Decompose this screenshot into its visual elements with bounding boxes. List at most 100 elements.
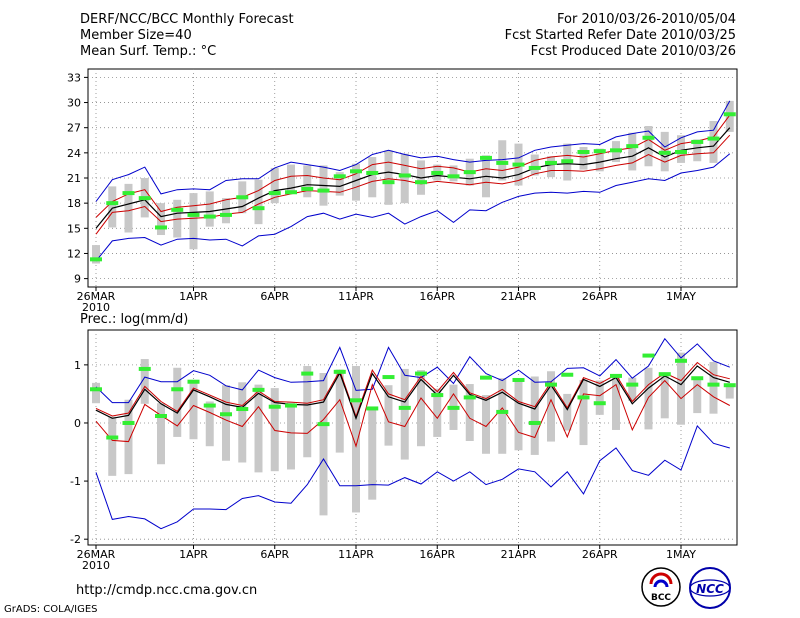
prec-observed-marker <box>285 403 297 408</box>
temp-xtick-label: 1APR <box>179 290 208 303</box>
ncc-logo-orbit <box>689 579 731 597</box>
temp-observed-marker <box>90 257 102 262</box>
prec-observed-marker <box>317 422 330 427</box>
temp-spread-bar <box>498 140 507 181</box>
prec-plot-frame <box>87 329 738 546</box>
temp-spread-bar <box>205 191 214 227</box>
temp-spread-bar <box>725 100 734 132</box>
prec-min-line <box>95 424 730 530</box>
temp-spread-bar <box>384 150 393 205</box>
temp-observed-marker <box>138 196 151 201</box>
temp-spread-bar <box>335 172 344 196</box>
temp-observed-marker <box>480 155 492 160</box>
temp-ytick-label: 27 <box>67 122 81 135</box>
temp-spread-bar <box>644 126 653 167</box>
temp-xtick-label: 6APR <box>260 290 289 303</box>
temp-observed-marker <box>171 207 184 212</box>
header-left: DERF/NCC/BCC Monthly Forecast Member Siz… <box>80 12 294 60</box>
temp-observed-marker <box>415 180 427 185</box>
prec-spread-bar <box>108 416 117 476</box>
temp-spread-bar <box>709 120 718 163</box>
prec-spread-bar <box>352 366 360 513</box>
temp-observed-marker <box>122 191 135 196</box>
prec-spread-bar <box>693 376 702 414</box>
temp-min-line <box>95 153 731 262</box>
temp-observed-marker <box>463 170 476 175</box>
prec-spread-bar <box>709 361 718 414</box>
prec-ytick-label: 0 <box>74 417 81 430</box>
prec-mean-line <box>95 365 730 421</box>
prec-observed-marker <box>187 379 200 384</box>
temp-ytick-label: 12 <box>67 247 81 260</box>
prec-spread-bar <box>677 352 685 425</box>
prec-spread-bar <box>530 376 539 455</box>
temp-observed-marker <box>707 136 720 141</box>
prec-ytick-label: 1 <box>74 359 81 372</box>
prec-observed-marker <box>707 382 720 387</box>
prec-lower-line <box>95 379 731 448</box>
prec-spread-bar <box>368 407 377 500</box>
temp-observed-marker <box>317 188 330 193</box>
temp-observed-marker <box>106 201 119 206</box>
prec-ytick-label: -1 <box>70 475 81 488</box>
prec-observed-marker <box>691 376 704 381</box>
prec-observed-marker <box>398 405 411 410</box>
prec-observed-marker <box>90 387 102 392</box>
prec-spread-bar <box>547 371 555 442</box>
prec-observed-marker <box>626 382 639 387</box>
prec-spread-bar <box>498 378 507 454</box>
prec-spread-bar <box>579 379 588 446</box>
bcc-logo-inner-arc <box>653 579 669 588</box>
temp-spread-bar <box>530 154 539 176</box>
temp-spread-bar <box>157 203 165 236</box>
temp-spread-bar <box>693 139 702 162</box>
prec-xtick-label: 26APR <box>582 548 618 561</box>
temp-xtick-label: 16APR <box>419 290 455 303</box>
temp-spread-bar <box>189 193 198 250</box>
temp-observed-marker <box>642 135 655 140</box>
prec-observed-marker <box>577 395 590 400</box>
temp-observed-marker <box>220 212 232 217</box>
temp-spread-bar <box>368 157 377 198</box>
prec-observed-marker <box>106 435 119 440</box>
prec-spread-bar <box>287 402 295 470</box>
prec-xtick-label: 11APR <box>338 548 374 561</box>
prec-max-line <box>95 337 730 404</box>
prec-ytick-label: -2 <box>70 533 81 546</box>
temp-ytick-label: 33 <box>67 71 81 84</box>
prec-observed-marker <box>675 358 687 363</box>
temp-xtick-label: 11APR <box>338 290 374 303</box>
temp-observed-marker <box>723 112 736 117</box>
bcc-logo: BCC <box>641 567 681 607</box>
prec-spread-bar <box>140 359 149 404</box>
temp-spread-bar <box>352 163 360 201</box>
member-size-label: Member Size=40 <box>80 28 192 43</box>
prec-spread-bar <box>124 399 133 475</box>
temp-observed-marker <box>545 160 557 165</box>
temp-xtick-label: 21APR <box>501 290 537 303</box>
prec-observed-marker <box>220 412 232 417</box>
prec-observed-marker <box>480 375 492 380</box>
prec-spread-bar <box>205 401 214 447</box>
temp-spread-bar <box>270 167 279 204</box>
temp-observed-marker <box>610 148 622 153</box>
source-url[interactable]: http://cmdp.ncc.cma.gov.cn <box>76 583 258 598</box>
temp-observed-marker <box>285 190 297 195</box>
temp-observed-marker <box>382 180 395 185</box>
temp-observed-marker <box>398 173 411 178</box>
forecast-start-label: Fcst Started Refer Date 2010/03/25 <box>504 28 736 43</box>
prec-observed-marker <box>593 401 606 406</box>
temp-spread-bar <box>579 146 588 170</box>
prec-spread-bar <box>563 393 572 431</box>
temp-ytick-label: 15 <box>67 222 81 235</box>
prec-spread-bar <box>465 384 474 441</box>
prec-observed-marker <box>723 383 736 388</box>
temp-spread-bar <box>124 183 133 233</box>
prec-spread-bar <box>335 369 344 453</box>
temp-spread-bar <box>547 156 555 178</box>
prec-spread-bar <box>417 370 425 447</box>
grads-credit: GrADS: COLA/IGES <box>4 604 98 615</box>
prec-observed-marker <box>382 375 395 380</box>
prec-spread-bar <box>514 379 523 451</box>
prec-spread-bar <box>173 367 182 437</box>
